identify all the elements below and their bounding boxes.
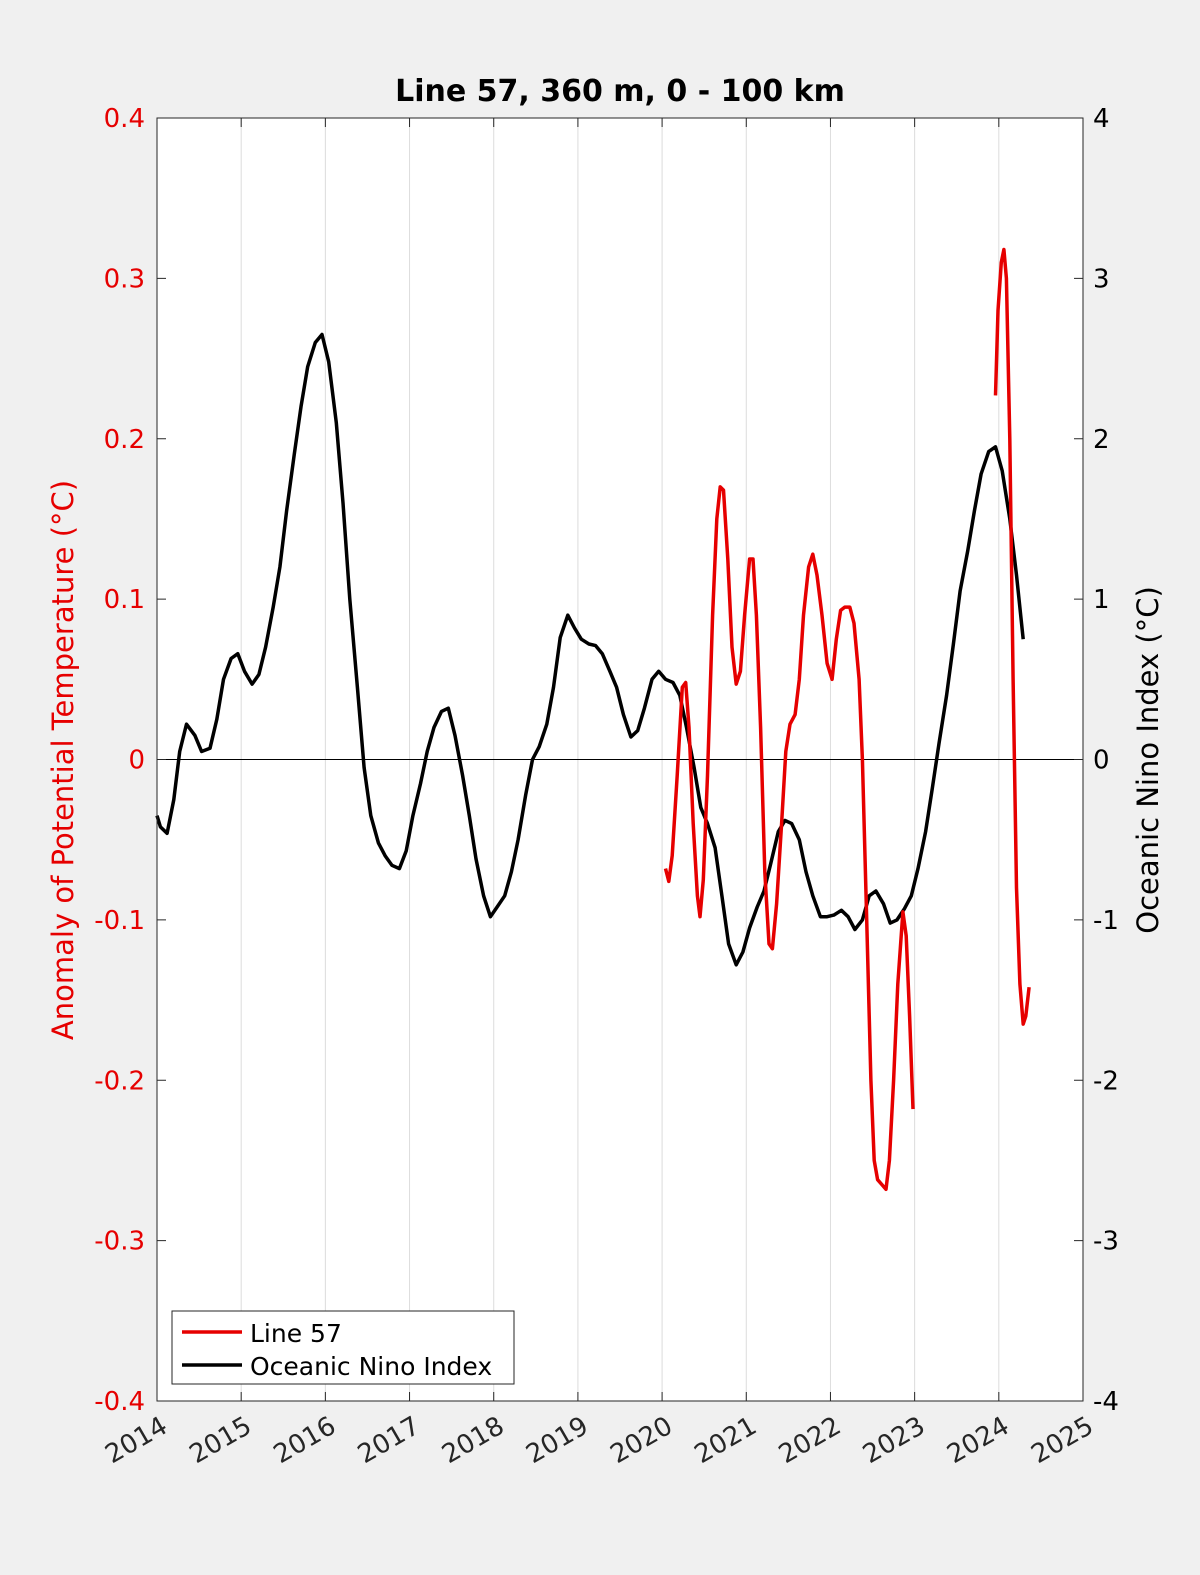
left-y-tick-label: 0.4 [104, 104, 145, 134]
left-y-tick-label: -0.1 [94, 906, 145, 936]
x-tick-label: 2019 [521, 1411, 593, 1470]
left-y-tick-label: 0.1 [104, 585, 145, 615]
right-y-tick-label: 1 [1093, 585, 1110, 615]
series-layer [155, 247, 1031, 1192]
left-y-tick-label: 0.3 [104, 264, 145, 294]
legend-box [171, 1310, 515, 1385]
right-y-tick-label: -1 [1093, 906, 1119, 936]
right-y-tick-label: -2 [1093, 1066, 1119, 1096]
right-y-tick-label: -3 [1093, 1227, 1119, 1257]
x-tick-label: 2021 [690, 1411, 762, 1470]
left-y-tick-label: 0.2 [104, 425, 145, 455]
x-tick-label: 2022 [774, 1411, 846, 1470]
legend-label-line-57: Line 57 [250, 1319, 342, 1348]
x-tick-label: 2020 [605, 1411, 677, 1470]
series-line-oceanic-nino-index [155, 332, 1025, 967]
chart-title: Line 57, 360 m, 0 - 100 km [395, 74, 845, 109]
left-y-tick-label: 0 [128, 746, 145, 776]
right-y-tick-label: 2 [1093, 425, 1110, 455]
right-y-tick-label: 3 [1093, 264, 1110, 294]
left-y-tick-label: -0.4 [94, 1387, 145, 1417]
x-tick-label: 2025 [1026, 1411, 1098, 1470]
series-line-line-57 [663, 485, 915, 1192]
left-y-tick-label: -0.2 [94, 1066, 145, 1096]
right-y-tick-label: 4 [1093, 104, 1110, 134]
x-tick-label: 2024 [942, 1411, 1014, 1470]
x-tick-label: 2017 [353, 1411, 425, 1470]
right-y-tick-label: 0 [1093, 746, 1110, 776]
legend: Line 57 Oceanic Nino Index [171, 1310, 515, 1385]
right-y-tick-label: -4 [1093, 1387, 1119, 1417]
x-tick-label: 2023 [858, 1411, 930, 1470]
series-line-line-57 [993, 247, 1031, 1026]
x-tick-label: 2015 [185, 1411, 257, 1470]
legend-label-oni: Oceanic Nino Index [250, 1352, 492, 1381]
x-tick-label: 2016 [269, 1411, 341, 1470]
left-y-axis-label: Anomaly of Potential Temperature (°C) [46, 480, 80, 1040]
x-tick-label: 2014 [100, 1411, 172, 1470]
left-y-tick-label: -0.3 [94, 1227, 145, 1257]
right-y-axis-label: Oceanic Nino Index (°C) [1131, 586, 1165, 934]
x-tick-label: 2018 [437, 1411, 509, 1470]
